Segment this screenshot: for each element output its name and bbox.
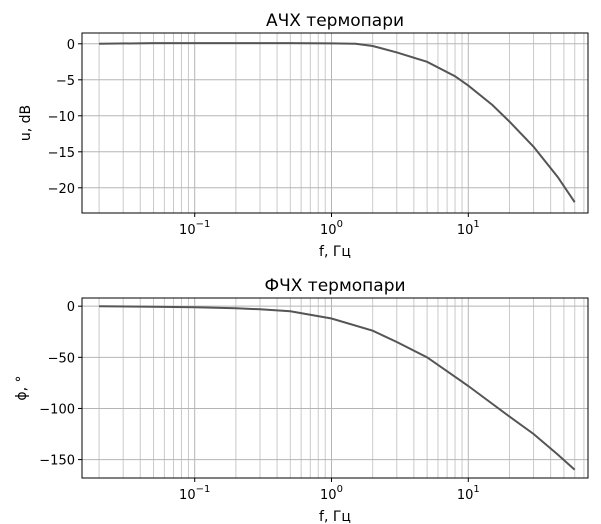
phase-y-tick-label: −100 — [39, 402, 75, 417]
amplitude-y-tick-label: 0 — [67, 38, 75, 53]
phase-y-tick-label: −50 — [48, 351, 75, 366]
amplitude-x-tick-label: 10−1 — [179, 219, 210, 238]
phase-plot-frame — [81, 297, 589, 479]
amplitude-series-line — [99, 42, 576, 203]
amplitude-x-tick-label: 100 — [320, 219, 343, 238]
amplitude-chart-title: АЧХ термопари — [266, 11, 404, 31]
phase-series-line — [99, 305, 576, 471]
phase-ticks: 10−1 100 101 0 −50 −100 −150 — [39, 300, 479, 503]
amplitude-x-axis-label: f, Гц — [319, 244, 351, 260]
phase-x-tick-label: 100 — [320, 484, 343, 503]
phase-x-axis-label: f, Гц — [319, 509, 351, 524]
amplitude-y-tick-label: −20 — [48, 182, 75, 197]
phase-chart: 10−1 100 101 0 −50 −100 −150 ФЧХ термопари f, … — [14, 276, 589, 524]
phase-grid — [82, 298, 588, 478]
phase-x-tick-label: 101 — [457, 484, 480, 503]
amplitude-grid — [82, 33, 588, 213]
phase-x-tick-label: 10−1 — [179, 484, 210, 503]
phase-chart-title: ФЧХ термопари — [264, 276, 405, 296]
amplitude-y-axis-label: u, dB — [18, 105, 34, 141]
amplitude-chart: 10−1 100 101 0 −5 −10 −15 −20 АЧХ термопари f, … — [18, 11, 589, 260]
phase-y-axis-label: ϕ, ° — [14, 375, 30, 400]
amplitude-x-tick-label: 101 — [457, 219, 480, 238]
phase-y-tick-label: 0 — [67, 300, 75, 315]
amplitude-y-tick-label: −15 — [48, 146, 75, 161]
amplitude-y-tick-label: −5 — [56, 74, 75, 89]
amplitude-plot-frame — [81, 32, 589, 214]
amplitude-y-tick-label: −10 — [48, 110, 75, 125]
phase-y-tick-label: −150 — [39, 454, 75, 469]
amplitude-ticks: 10−1 100 101 0 −5 −10 −15 −20 — [48, 38, 480, 238]
